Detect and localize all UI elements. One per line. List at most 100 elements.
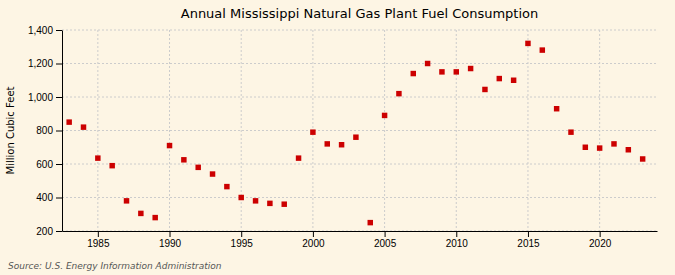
point xyxy=(554,106,559,111)
tick-mark xyxy=(456,231,457,237)
grid xyxy=(62,30,657,231)
grid-line xyxy=(62,197,657,198)
tick: 1995 xyxy=(231,231,254,249)
tick-label: 400 xyxy=(36,192,53,203)
tick-label: 1985 xyxy=(87,238,110,249)
chart: 1985 1990 1995 2000 2005 2010 2015 2020 200 400 60… xyxy=(0,0,675,275)
tick-mark xyxy=(241,231,242,237)
grid-line xyxy=(62,63,657,64)
y-axis-title: Million Cubic Feet xyxy=(5,86,16,174)
point xyxy=(540,47,545,52)
tick-mark xyxy=(56,131,62,132)
tick-mark xyxy=(56,231,62,232)
point xyxy=(152,215,157,220)
point xyxy=(310,129,315,134)
grid-line xyxy=(62,231,657,232)
points xyxy=(66,41,645,226)
tick: 1,000 xyxy=(28,92,62,103)
grid-line xyxy=(384,30,385,231)
tick-mark xyxy=(56,198,62,199)
point xyxy=(597,145,602,150)
point xyxy=(583,145,588,150)
point xyxy=(525,41,530,46)
grid-line xyxy=(62,97,657,98)
tick-label: 1990 xyxy=(159,238,182,249)
point xyxy=(138,211,143,216)
point xyxy=(325,141,330,146)
tick-label: 1,400 xyxy=(28,25,53,36)
point xyxy=(253,198,258,203)
point xyxy=(568,129,573,134)
tick: 2015 xyxy=(517,231,540,249)
point xyxy=(353,134,358,139)
point xyxy=(511,78,516,83)
point xyxy=(296,155,301,160)
tick-mark xyxy=(600,231,601,237)
tick-mark xyxy=(56,97,62,98)
tick-label: 2005 xyxy=(374,238,397,249)
point xyxy=(468,66,473,71)
point xyxy=(224,184,229,189)
grid-line xyxy=(97,30,98,231)
point xyxy=(109,163,114,168)
tick-label: 200 xyxy=(36,226,53,237)
point xyxy=(611,141,616,146)
tick-label: 600 xyxy=(36,159,53,170)
point xyxy=(497,76,502,81)
grid-line xyxy=(62,164,657,165)
tick-label: 2010 xyxy=(446,238,469,249)
tick-mark xyxy=(170,231,171,237)
tick: 2010 xyxy=(446,231,469,249)
point xyxy=(81,124,86,129)
point xyxy=(640,156,645,161)
tick: 800 xyxy=(36,125,62,136)
title: Annual Mississippi Natural Gas Plant Fue… xyxy=(181,6,538,21)
point xyxy=(238,195,243,200)
tick-label: 1,200 xyxy=(28,58,53,69)
annotation: Source: U.S. Energy Information Administ… xyxy=(8,261,222,271)
point xyxy=(181,157,186,162)
tick-mark xyxy=(56,30,62,31)
grid-line xyxy=(169,30,170,231)
tick-label: 2000 xyxy=(302,238,325,249)
tick: 1990 xyxy=(159,231,182,249)
tick-mark xyxy=(528,231,529,237)
grid-line xyxy=(62,30,657,31)
tick: 2000 xyxy=(302,231,325,249)
tick-label: 1,000 xyxy=(28,92,53,103)
grid-line xyxy=(62,130,657,131)
tick: 600 xyxy=(36,159,62,170)
grid-line xyxy=(599,30,600,231)
point xyxy=(411,71,416,76)
point xyxy=(124,198,129,203)
grid-line xyxy=(241,30,242,231)
tick: 1,200 xyxy=(28,58,62,69)
point xyxy=(210,171,215,176)
tick: 2020 xyxy=(589,231,612,249)
axis-line xyxy=(62,31,63,232)
plot: 1985 1990 1995 2000 2005 2010 2015 2020 200 400 60… xyxy=(28,25,658,249)
grid-line xyxy=(527,30,528,231)
grid-line xyxy=(456,30,457,231)
tick: 400 xyxy=(36,192,62,203)
axis-line xyxy=(63,231,658,232)
point xyxy=(454,69,459,74)
tick-mark xyxy=(56,164,62,165)
point xyxy=(439,69,444,74)
point xyxy=(66,119,71,124)
tick-mark xyxy=(98,231,99,237)
point xyxy=(167,143,172,148)
tick-label: 800 xyxy=(36,125,53,136)
tick: 1985 xyxy=(87,231,110,249)
y-axis: 200 400 600 800 1,000 1,200 1,400 xyxy=(28,25,63,237)
point xyxy=(267,201,272,206)
point xyxy=(626,147,631,152)
tick-mark xyxy=(56,64,62,65)
tick-label: 2015 xyxy=(517,238,540,249)
tick-label: 2020 xyxy=(589,238,612,249)
tick-mark xyxy=(313,231,314,237)
tick-label: 1995 xyxy=(231,238,254,249)
tick: 2005 xyxy=(374,231,397,249)
tick: 200 xyxy=(36,226,62,237)
point xyxy=(396,91,401,96)
